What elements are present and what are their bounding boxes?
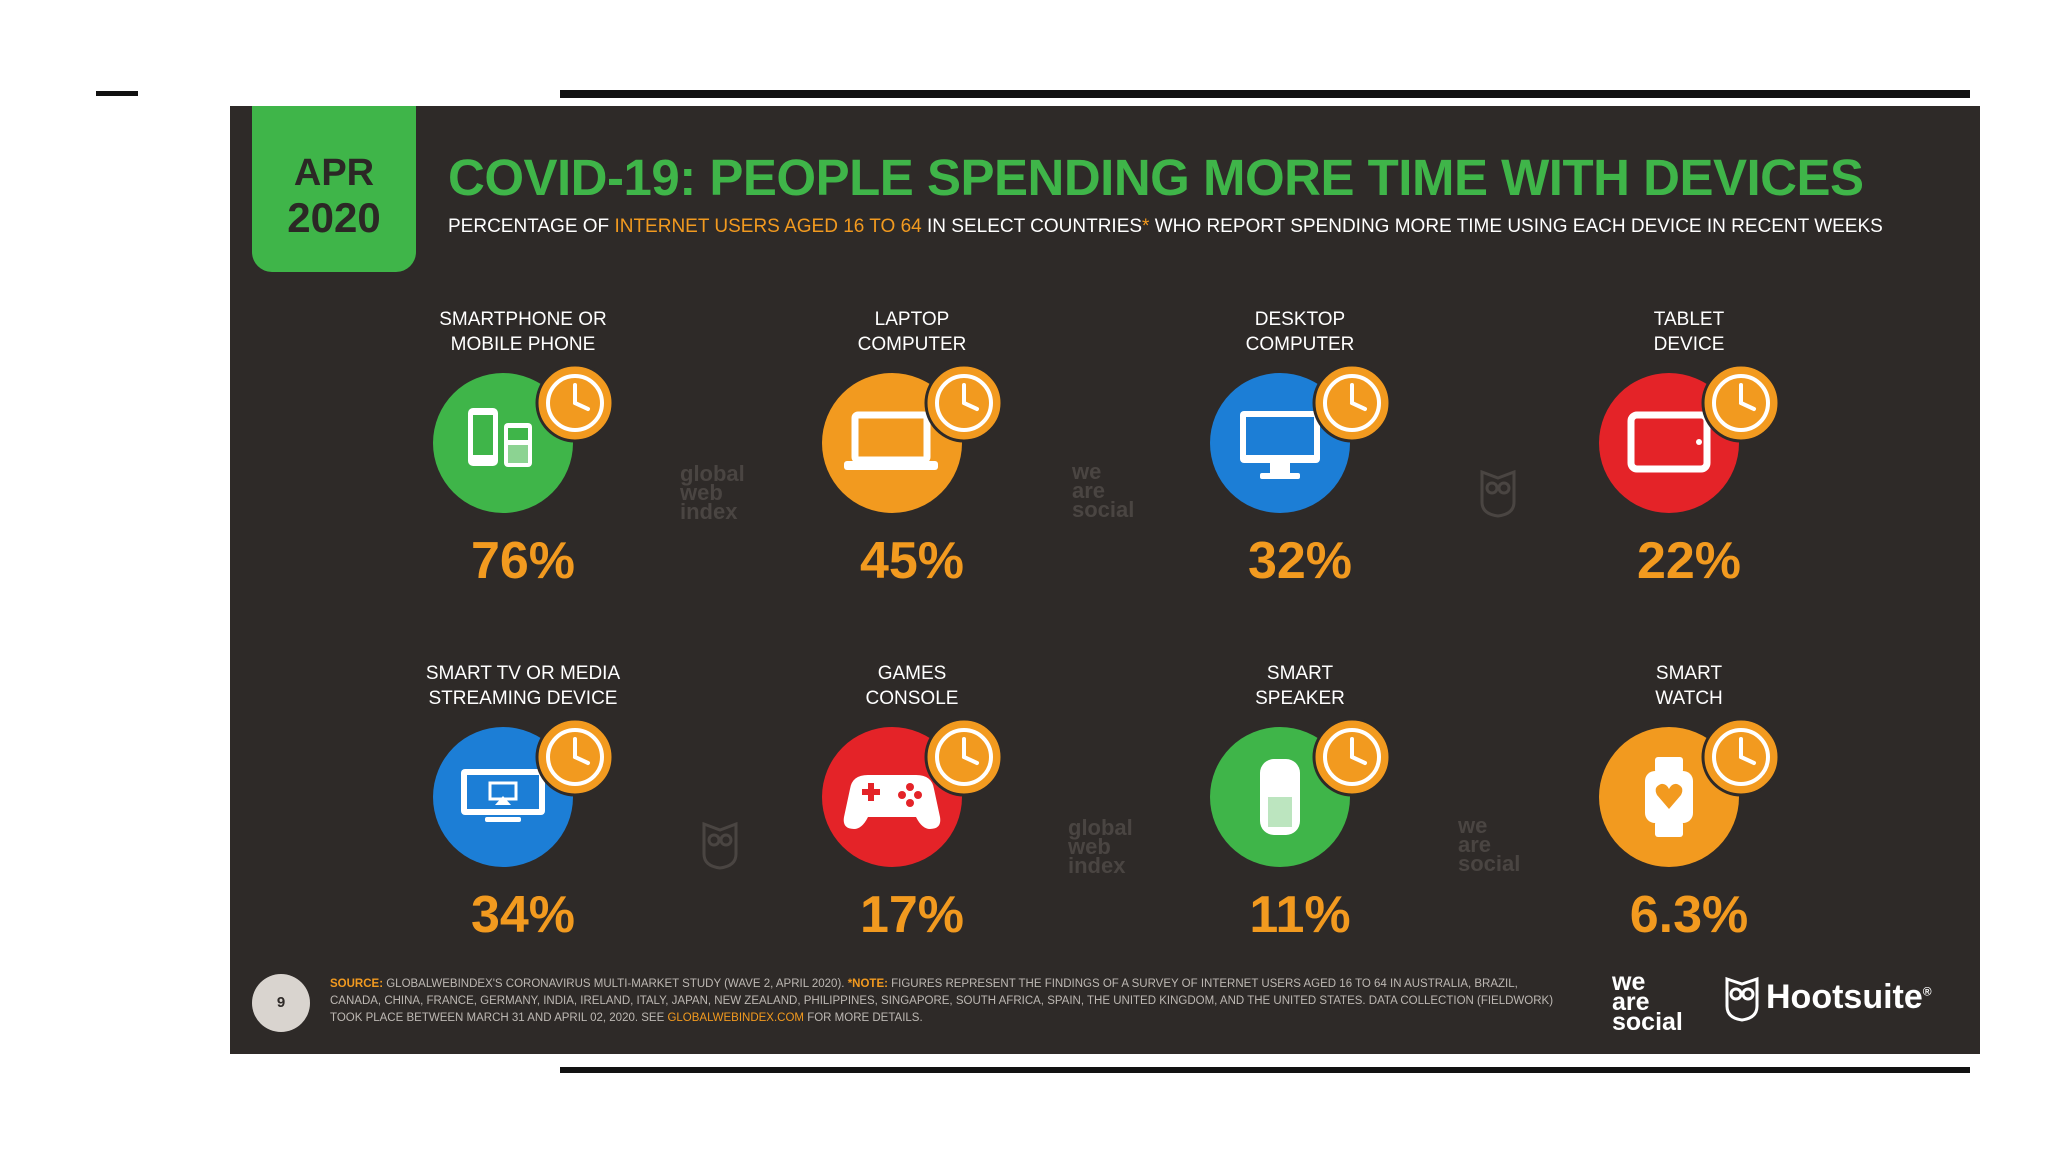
gamepad-icon [822,717,1004,867]
desktop-icon [1210,363,1392,513]
device-desktop: DESKTOP COMPUTER 32% [1150,307,1450,607]
page-number: 9 [252,974,310,1032]
device-value: 6.3% [1629,886,1749,944]
speaker-icon [1210,717,1392,867]
device-label: TABLET DEVICE [1653,309,1725,355]
chart-title: COVID-19: PEOPLE SPENDING MORE TIME WITH… [448,149,1864,206]
device-value: 17% [859,886,965,944]
chart-subtitle: PERCENTAGE OF INTERNET USERS AGED 16 TO … [448,216,1883,238]
date-year: 2020 [287,194,381,241]
hootsuite-logo: Hootsuite® [1766,978,1932,1016]
device-value: 45% [859,532,965,590]
source-link[interactable]: GLOBALWEBINDEX.COM [667,1012,805,1024]
device-value: 11% [1249,886,1351,944]
watermark-gwi: global web index [1068,815,1133,878]
device-value: 76% [470,532,576,590]
laptop-icon [822,363,1004,513]
watermark-was: we are social [1458,813,1521,876]
device-label: SMART TV OR MEDIA STREAMING DEVICE [425,663,621,709]
device-value: 34% [470,886,576,944]
device-label: SMARTPHONE OR MOBILE PHONE [439,309,607,355]
date-badge: APR 2020 [252,106,416,272]
device-label: SMART WATCH [1655,663,1723,709]
decor-bottom-rule [560,1067,1970,1073]
device-label: GAMES CONSOLE [865,663,959,709]
device-value: 22% [1636,532,1742,590]
device-smartphone: SMARTPHONE OR MOBILE PHONE 76% [373,307,673,607]
subtitle-part2: IN SELECT COUNTRIES [921,216,1143,237]
device-label: DESKTOP COMPUTER [1245,309,1355,355]
subtitle-part3: WHO REPORT SPENDING MORE TIME USING EACH… [1149,216,1883,237]
tablet-icon [1599,363,1781,513]
hootsuite-owl-icon [1725,976,1759,1022]
source-note: SOURCE: GLOBALWEBINDEX'S CORONAVIRUS MUL… [330,978,1554,1024]
watermark-was: we are social [1072,459,1135,522]
subtitle-part1: PERCENTAGE OF [448,216,615,237]
date-month: APR [293,152,375,194]
owl-watermark-icon [1480,469,1516,518]
subtitle-highlight: INTERNET USERS AGED 16 TO 64 [614,216,922,237]
device-games-console: GAMES CONSOLE 17% [762,661,1062,961]
watermark-gwi: global web index [680,461,745,524]
device-label: SMART SPEAKER [1255,663,1345,709]
device-smart-tv: SMART TV OR MEDIA STREAMING DEVICE 34% [373,661,673,961]
device-smart-watch: SMART WATCH 6.3% [1539,661,1839,961]
device-label: LAPTOP COMPUTER [857,309,967,355]
decor-dash [96,91,138,96]
owl-watermark-icon [702,821,738,870]
decor-top-rule [560,90,1970,98]
smartphone-icon [433,363,615,513]
smart-tv-icon [433,717,615,867]
we-are-social-logo: we are social [1612,968,1683,1036]
device-tablet: TABLET DEVICE 22% [1539,307,1839,607]
device-value: 32% [1247,532,1353,590]
device-smart-speaker: SMART SPEAKER 11% [1150,661,1450,961]
watch-icon [1599,717,1781,867]
infographic-slide: APR 2020 COVID-19: PEOPLE SPENDING MORE … [230,106,1980,1054]
device-laptop: LAPTOP COMPUTER 45% [762,307,1062,607]
subtitle-asterisk: * [1142,216,1150,237]
